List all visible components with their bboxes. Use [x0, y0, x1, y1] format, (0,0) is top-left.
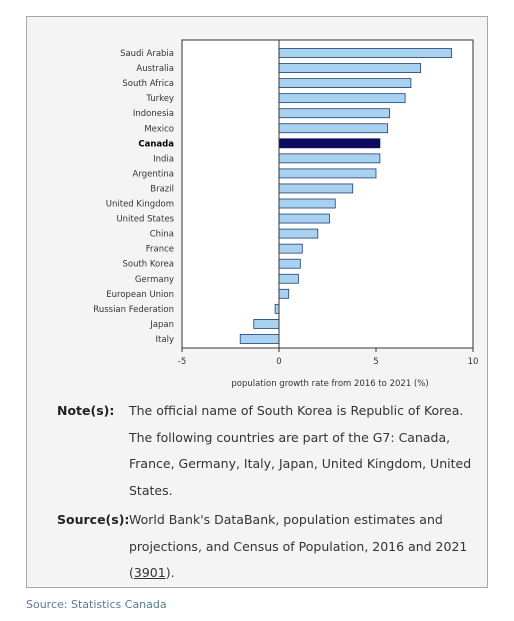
- notes-section: Note(s): The official name of South Kore…: [57, 398, 477, 587]
- category-label: European Union: [106, 290, 174, 300]
- bar[interactable]: [278, 93, 406, 104]
- bar[interactable]: [278, 78, 412, 88]
- category-labels: Saudi Arabia Australia South Africa Turkey I…: [93, 49, 174, 345]
- source-line: World Bank's DataBank, population estima…: [129, 512, 443, 527]
- chart-panel: Saudi Arabia Australia South Africa Turkey I…: [26, 16, 488, 588]
- bar[interactable]: [278, 48, 453, 58]
- category-label: France: [146, 245, 174, 255]
- category-label: United Kingdom: [106, 200, 174, 210]
- bar-chart: Saudi Arabia Australia South Africa Turkey I…: [93, 39, 479, 389]
- plot-area: [181, 39, 474, 349]
- category-label: Saudi Arabia: [120, 49, 174, 59]
- bar[interactable]: [274, 303, 280, 314]
- note-line: The official name of South Korea is Repu…: [129, 403, 464, 418]
- category-label: Russian Federation: [93, 305, 174, 315]
- bar[interactable]: [278, 258, 301, 269]
- bar[interactable]: [278, 168, 377, 179]
- bar[interactable]: [278, 63, 422, 73]
- bar[interactable]: [278, 153, 381, 164]
- bar[interactable]: [278, 288, 290, 299]
- x-tick-label: -5: [178, 357, 186, 367]
- category-label: Argentina: [133, 169, 174, 179]
- notes-block: Note(s): The official name of South Kore…: [57, 398, 477, 504]
- category-label: Brazil: [150, 184, 174, 194]
- category-label: China: [150, 230, 174, 240]
- source-line: projections, and Census of Population, 2…: [129, 538, 468, 554]
- x-tick-label: 5: [373, 357, 378, 367]
- notes-heading: Note(s):: [57, 403, 115, 418]
- x-axis: -5 0 5 10: [178, 40, 479, 367]
- note-line: France, Germany, Italy, Japan, United Ki…: [129, 456, 472, 471]
- source-table-link[interactable]: 3901: [133, 565, 166, 580]
- bar[interactable]: [278, 198, 336, 209]
- source-line-table: (3901).: [129, 560, 477, 587]
- bar[interactable]: [278, 183, 354, 194]
- category-label: Australia: [136, 64, 174, 74]
- category-label: Italy: [156, 335, 174, 345]
- category-label: United States: [116, 215, 174, 225]
- category-label: South Korea: [122, 260, 174, 270]
- footer-source: Source: Statistics Canada: [26, 598, 167, 611]
- category-label: South Africa: [122, 79, 174, 89]
- bar[interactable]: [253, 318, 280, 329]
- note-line: States.: [129, 482, 173, 498]
- category-label: Mexico: [144, 124, 174, 134]
- sources-heading: Source(s):: [57, 512, 130, 527]
- x-axis-title: population growth rate from 2016 to 2021…: [231, 379, 428, 389]
- bar[interactable]: [239, 334, 280, 344]
- category-label: India: [153, 154, 174, 164]
- x-tick-label: 10: [468, 357, 479, 367]
- bar[interactable]: [278, 108, 390, 119]
- bar[interactable]: [278, 228, 319, 239]
- sources-block: Source(s): World Bank's DataBank, popula…: [57, 507, 477, 587]
- category-label: Turkey: [145, 94, 174, 104]
- source-close-paren: ).: [165, 565, 175, 580]
- category-label: Japan: [149, 320, 174, 330]
- note-line: The following countries are part of the …: [129, 429, 451, 445]
- source-open-paren: (: [129, 565, 134, 580]
- x-tick-label: 0: [276, 357, 281, 367]
- bar[interactable]: [278, 243, 303, 254]
- bars-layer: [181, 39, 474, 349]
- category-label: Germany: [135, 275, 174, 285]
- category-label: Canada: [138, 139, 174, 149]
- bar[interactable]: [278, 213, 330, 224]
- bar[interactable]: [278, 273, 299, 284]
- category-label: Indonesia: [133, 109, 174, 119]
- bar[interactable]: [278, 138, 381, 149]
- bar[interactable]: [278, 123, 389, 134]
